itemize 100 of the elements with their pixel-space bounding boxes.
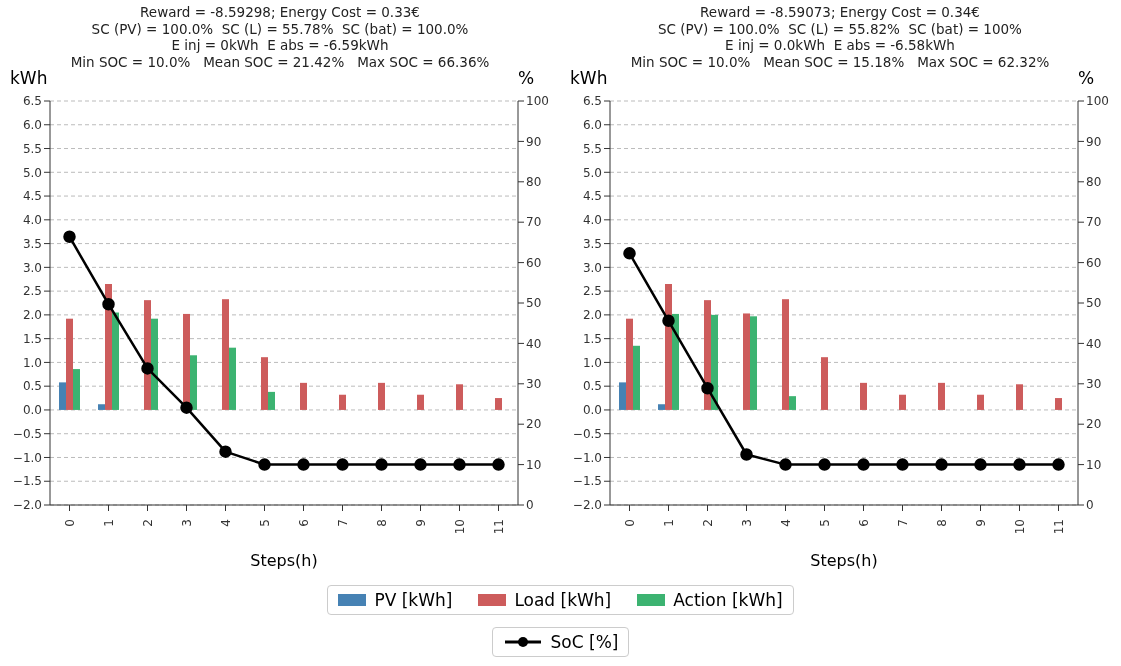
y2-tick-label: 50: [526, 296, 542, 311]
x-tick-label: 2: [700, 519, 715, 527]
bar: [222, 299, 229, 410]
chart-title: Reward = -8.59298; Energy Cost = 0.33€ SC (PV) = 100.0% SC (L) = 55.78% SC (bat) = 100.0% E inj = 0kWh E abs = -6.59kWh Min SOC = 10.0% Mean SOC = 21.42% Max SOC = 66.36%: [70, 4, 490, 70]
x-tick-label: 8: [374, 519, 389, 527]
x-tick-label: 0: [62, 519, 77, 527]
x-tick-label: 3: [739, 519, 754, 527]
x-tick-label: 6: [296, 519, 311, 527]
y2-tick-label: 40: [526, 336, 542, 351]
point: [740, 448, 753, 461]
chart-title: Reward = -8.59073; Energy Cost = 0.34€ SC (PV) = 100.0% SC (L) = 55.82% SC (bat) = 100% E inj = 0.0kWh E abs = -6.58kWh Min SOC = 10.0% Mean SOC = 15.18% Max SOC = 62.32%: [630, 4, 1050, 70]
y2-tick-label: 20: [526, 417, 542, 432]
bar: [1016, 384, 1023, 410]
y-tick-label: 3.0: [582, 260, 602, 275]
point: [701, 381, 714, 395]
bar: [98, 404, 105, 410]
y-tick-label: 5.5: [582, 141, 602, 156]
y2-tick-label: 0: [1086, 498, 1094, 513]
bar: [633, 345, 640, 410]
y-tick-label: −1.0: [12, 450, 42, 465]
y2-tick-label: 10: [526, 457, 542, 472]
bar: [626, 318, 633, 410]
point: [375, 458, 388, 471]
point: [258, 458, 271, 471]
y-tick-label: −2.0: [12, 498, 42, 513]
y-tick-label: 0.0: [582, 403, 602, 418]
x-tick-label: 5: [817, 519, 832, 527]
bar: [672, 313, 679, 410]
bar: [300, 382, 307, 410]
point: [336, 458, 349, 471]
point: [492, 458, 505, 471]
bar: [782, 299, 789, 410]
y-tick-label: 5.0: [582, 165, 602, 180]
x-axis-title: Steps(h): [250, 551, 318, 570]
x-tick-label: 2: [140, 519, 155, 527]
bar: [268, 391, 275, 410]
y2-tick-label: 60: [1086, 255, 1102, 270]
point: [297, 458, 310, 471]
bar: [378, 382, 385, 410]
y-tick-label: 0.0: [22, 403, 42, 418]
bar: [66, 318, 73, 410]
y-tick-label: −0.5: [12, 426, 42, 441]
point: [779, 458, 792, 471]
y-tick-label: 4.5: [582, 189, 602, 204]
y-tick-label: 2.0: [582, 308, 602, 323]
x-tick-label: 10: [1012, 519, 1027, 535]
y-tick-label: 1.0: [22, 355, 42, 370]
bar: [821, 357, 828, 410]
bar: [860, 382, 867, 410]
y-tick-label: 6.5: [22, 94, 42, 109]
point: [896, 458, 909, 471]
bar: [105, 283, 112, 410]
x-tick-label: 6: [856, 519, 871, 527]
bar: [1055, 398, 1062, 410]
y-tick-label: 4.0: [582, 213, 602, 228]
bar: [73, 369, 80, 410]
y2-tick-label: 40: [1086, 336, 1102, 351]
y2-tick-label: 70: [526, 215, 542, 230]
bar: [750, 316, 757, 410]
y2-tick-label: 30: [526, 377, 542, 392]
point: [623, 247, 636, 260]
bar: [339, 394, 346, 410]
y-tick-label: 0.5: [582, 379, 602, 394]
bar: [112, 312, 119, 410]
x-tick-label: 1: [101, 519, 116, 527]
bar: [711, 314, 718, 410]
bar: [938, 382, 945, 410]
bar: [229, 347, 236, 410]
y2-tick-label: 100: [526, 94, 549, 109]
y2-tick-label: 90: [1086, 134, 1102, 149]
point: [1052, 458, 1065, 471]
y-tick-label: 3.5: [582, 236, 602, 251]
legend-label: Load [kWh]: [513, 590, 612, 610]
y-tick-label: 1.0: [582, 355, 602, 370]
y-tick-label: 2.5: [22, 284, 42, 299]
point: [974, 458, 987, 471]
y-tick-label: 6.5: [582, 94, 602, 109]
y-tick-label: −1.0: [572, 450, 602, 465]
bar: [417, 394, 424, 410]
y-axis-title: kWh: [10, 68, 48, 88]
y-tick-label: 0.5: [22, 379, 42, 394]
y-tick-label: −2.0: [572, 498, 602, 513]
y-tick-label: 4.0: [22, 213, 42, 228]
bar: [59, 382, 66, 410]
y-tick-label: 2.5: [582, 284, 602, 299]
point: [219, 445, 232, 458]
point: [141, 362, 154, 375]
x-tick-label: 11: [491, 519, 506, 535]
y2-axis-title: %: [1078, 68, 1095, 88]
bar: [743, 313, 750, 410]
bar: [190, 355, 197, 410]
x-axis-title: Steps(h): [810, 551, 878, 570]
y-tick-label: 6.0: [582, 118, 602, 133]
y2-tick-label: 80: [526, 175, 542, 190]
bar: [658, 404, 665, 410]
y2-tick-label: 80: [1086, 175, 1102, 190]
x-tick-label: 1: [661, 519, 676, 527]
y-tick-label: −0.5: [572, 426, 602, 441]
bar: [619, 382, 626, 410]
x-tick-label: 7: [335, 519, 350, 527]
